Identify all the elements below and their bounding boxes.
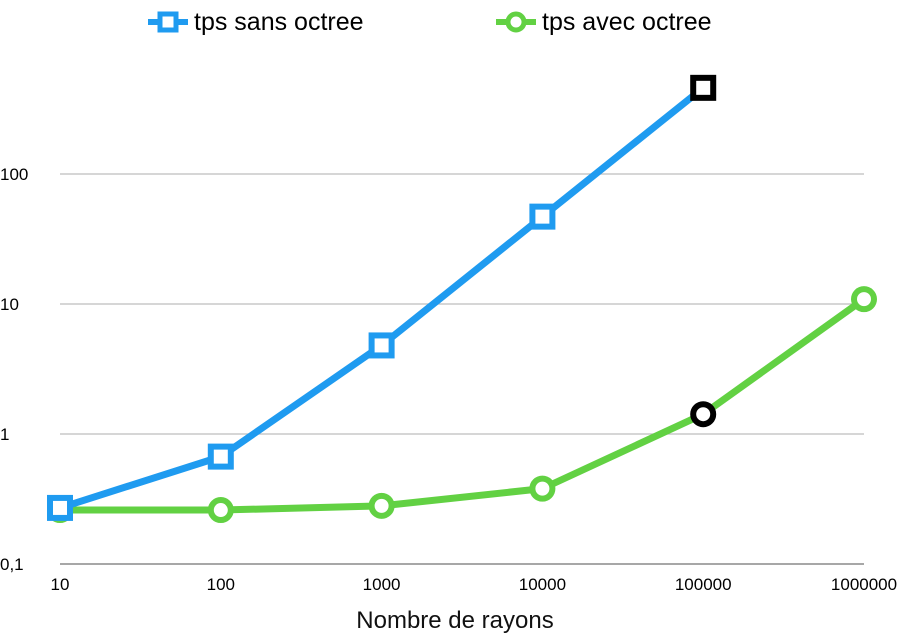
data-point-square: [47, 494, 73, 521]
y-tick-label: 10: [0, 295, 19, 314]
x-tick-label: 10: [51, 575, 70, 594]
legend-square-marker-icon: [148, 11, 188, 33]
x-tick-label: 100000: [675, 575, 732, 594]
y-tick-label: 100: [0, 165, 28, 184]
x-axis-title: Nombre de rayons: [356, 607, 554, 634]
data-point-square: [368, 332, 395, 359]
y-tick-label: 0,1: [0, 555, 24, 574]
y-tick-label: 1: [0, 425, 9, 444]
data-point-circle: [368, 492, 395, 519]
y-axis-ticks: 0,1 1 10 100: [0, 165, 28, 574]
series-line: [56, 84, 707, 512]
legend-label: tps sans octree: [194, 7, 364, 36]
series-line: [56, 295, 868, 514]
x-tick-label: 1000000: [831, 575, 897, 594]
data-point-circle: [851, 286, 877, 313]
data-point-circle: [207, 497, 234, 524]
legend: tps sans octree tps avec octree: [0, 4, 910, 40]
x-tick-label: 100: [207, 575, 235, 594]
data-point-square: [690, 74, 717, 101]
x-axis-ticks: 10 100 1000 10000 100000 1000000: [51, 575, 898, 594]
grid-lines: [60, 173, 864, 565]
data-point-square: [529, 203, 556, 230]
data-point-square: [207, 443, 234, 470]
legend-circle-marker-icon: [496, 11, 536, 33]
legend-item-series-1[interactable]: tps sans octree: [148, 4, 364, 40]
data-point-circle: [529, 475, 556, 502]
x-tick-label: 10000: [519, 575, 566, 594]
legend-item-series-2[interactable]: tps avec octree: [496, 4, 712, 40]
legend-label: tps avec octree: [542, 7, 712, 36]
x-tick-label: 1000: [363, 575, 401, 594]
series-layer: [47, 74, 877, 524]
data-point-circle: [690, 401, 717, 428]
